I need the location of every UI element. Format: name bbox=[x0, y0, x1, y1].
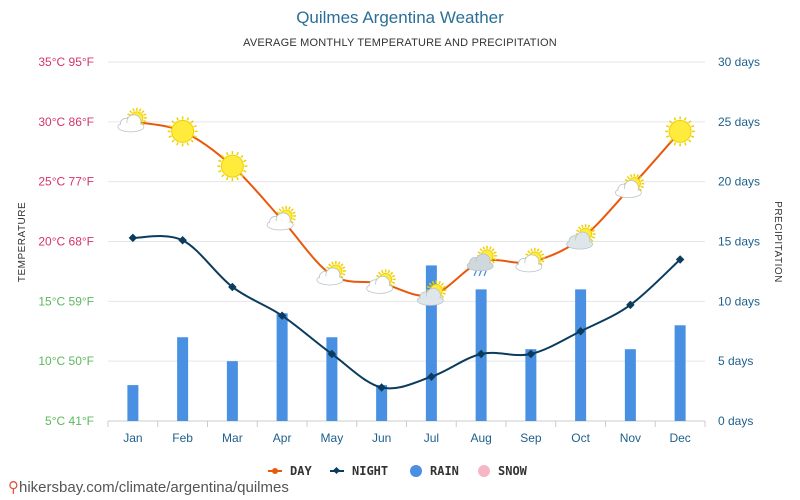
legend-item-rain[interactable]: RAIN bbox=[410, 464, 459, 478]
rain-bar-jun bbox=[376, 385, 388, 421]
legend-label: NIGHT bbox=[352, 464, 388, 478]
rain-bars bbox=[127, 265, 686, 421]
precipitation-tick-label: 5 days bbox=[718, 354, 753, 368]
chart-subtitle: AVERAGE MONTHLY TEMPERATURE AND PRECIPIT… bbox=[243, 37, 557, 49]
legend-marker bbox=[332, 466, 341, 475]
precipitation-tick-label: 15 days bbox=[718, 235, 760, 249]
month-label-feb: Feb bbox=[172, 431, 193, 445]
partly-cloudy-icon bbox=[266, 205, 297, 231]
legend-swatch bbox=[478, 465, 490, 477]
month-label-mar: Mar bbox=[222, 431, 243, 445]
partly-cloudy-icon bbox=[316, 261, 346, 286]
temperature-ticks: 35°C 95°F 30°C 86°F 25°C 77°F 20°C 68°F 15°C… bbox=[38, 55, 94, 428]
rain-bar-jan bbox=[127, 385, 139, 421]
night-point-dec bbox=[675, 255, 685, 264]
night-line bbox=[132, 235, 681, 390]
left-axis-label: TEMPERATURE bbox=[17, 202, 28, 282]
sunny-icon bbox=[217, 151, 248, 182]
month-label-jan: Jan bbox=[123, 431, 142, 445]
month-label-jun: Jun bbox=[372, 431, 391, 445]
legend: DAY NIGHT RAIN SNOW bbox=[268, 464, 528, 478]
rain-bar-feb bbox=[177, 337, 189, 421]
month-label-may: May bbox=[321, 431, 344, 445]
night-point-mar bbox=[228, 282, 237, 292]
cloudy-icon bbox=[416, 280, 447, 306]
month-label-dec: Dec bbox=[669, 431, 690, 445]
temperature-tick-label: 20°C 68°F bbox=[38, 235, 94, 249]
night-point-nov bbox=[626, 300, 635, 310]
legend-label: RAIN bbox=[430, 464, 459, 478]
rain-bar-oct bbox=[575, 289, 587, 421]
gridlines bbox=[107, 61, 706, 427]
month-ticks: Jan Feb Mar Apr May Jun Jul Aug Sep Oct Nov Dec bbox=[123, 431, 691, 445]
source-text: hikersbay.com/climate/argentina/quilmes bbox=[19, 479, 289, 496]
temperature-tick-label: 10°C 50°F bbox=[38, 354, 94, 368]
month-label-apr: Apr bbox=[273, 431, 292, 445]
weather-icons bbox=[117, 107, 696, 306]
right-axis-label: PRECIPITATION bbox=[772, 201, 783, 283]
legend-item-night[interactable]: NIGHT bbox=[330, 464, 388, 478]
month-label-oct: Oct bbox=[571, 431, 590, 445]
night-point-jul bbox=[427, 372, 436, 381]
month-label-aug: Aug bbox=[470, 431, 491, 445]
temperature-tick-label: 30°C 86°F bbox=[38, 115, 94, 129]
night-point-sep bbox=[526, 349, 536, 359]
temperature-lines bbox=[128, 120, 685, 392]
source-link[interactable]: ⚲hikersbay.com/climate/argentina/quilmes bbox=[8, 478, 289, 496]
legend-label: SNOW bbox=[498, 464, 528, 478]
precipitation-tick-label: 30 days bbox=[718, 55, 760, 69]
precipitation-tick-label: 25 days bbox=[718, 115, 760, 129]
sunny-icon bbox=[167, 116, 198, 147]
precipitation-tick-label: 10 days bbox=[718, 294, 760, 308]
partly-cloudy-icon bbox=[515, 247, 545, 273]
night-point-may bbox=[327, 349, 337, 359]
chart-title: Quilmes Argentina Weather bbox=[296, 8, 504, 27]
rain-bar-sep bbox=[525, 349, 537, 421]
rain-bar-jul bbox=[425, 265, 437, 421]
partly-cloudy-icon bbox=[366, 269, 396, 294]
partly-cloudy-icon bbox=[614, 173, 645, 199]
sunny-icon bbox=[665, 116, 696, 147]
night-point-oct bbox=[576, 327, 585, 336]
temperature-tick-label: 25°C 77°F bbox=[38, 175, 94, 189]
month-label-sep: Sep bbox=[520, 431, 542, 445]
temperature-tick-label: 35°C 95°F bbox=[38, 55, 94, 69]
legend-swatch bbox=[410, 465, 422, 477]
rain-bar-dec bbox=[674, 325, 686, 421]
rain-bar-may bbox=[326, 337, 338, 421]
rainy-icon bbox=[466, 245, 498, 277]
night-point-feb bbox=[178, 236, 187, 245]
rain-bar-nov bbox=[624, 349, 636, 421]
night-point-aug bbox=[476, 349, 486, 359]
night-point-jun bbox=[377, 383, 386, 392]
precipitation-tick-label: 20 days bbox=[718, 175, 760, 189]
legend-marker bbox=[272, 468, 278, 474]
rain-bar-apr bbox=[276, 313, 288, 421]
cloudy-icon bbox=[566, 224, 596, 250]
month-label-nov: Nov bbox=[620, 431, 641, 445]
precipitation-ticks: 30 days 25 days 20 days 15 days 10 days 5 day… bbox=[718, 55, 760, 428]
month-label-jul: Jul bbox=[424, 431, 439, 445]
night-point-jan bbox=[128, 233, 138, 243]
legend-item-snow[interactable]: SNOW bbox=[478, 464, 528, 478]
temperature-tick-label: 5°C 41°F bbox=[45, 414, 94, 428]
night-point-apr bbox=[277, 311, 287, 320]
legend-label: DAY bbox=[290, 464, 312, 478]
location-pin-icon: ⚲ bbox=[8, 479, 19, 496]
precipitation-tick-label: 0 days bbox=[718, 414, 753, 428]
temperature-tick-label: 15°C 59°F bbox=[38, 294, 94, 308]
legend-item-day[interactable]: DAY bbox=[268, 464, 312, 478]
partly-cloudy-icon bbox=[117, 107, 147, 133]
rain-bar-mar bbox=[226, 361, 238, 421]
